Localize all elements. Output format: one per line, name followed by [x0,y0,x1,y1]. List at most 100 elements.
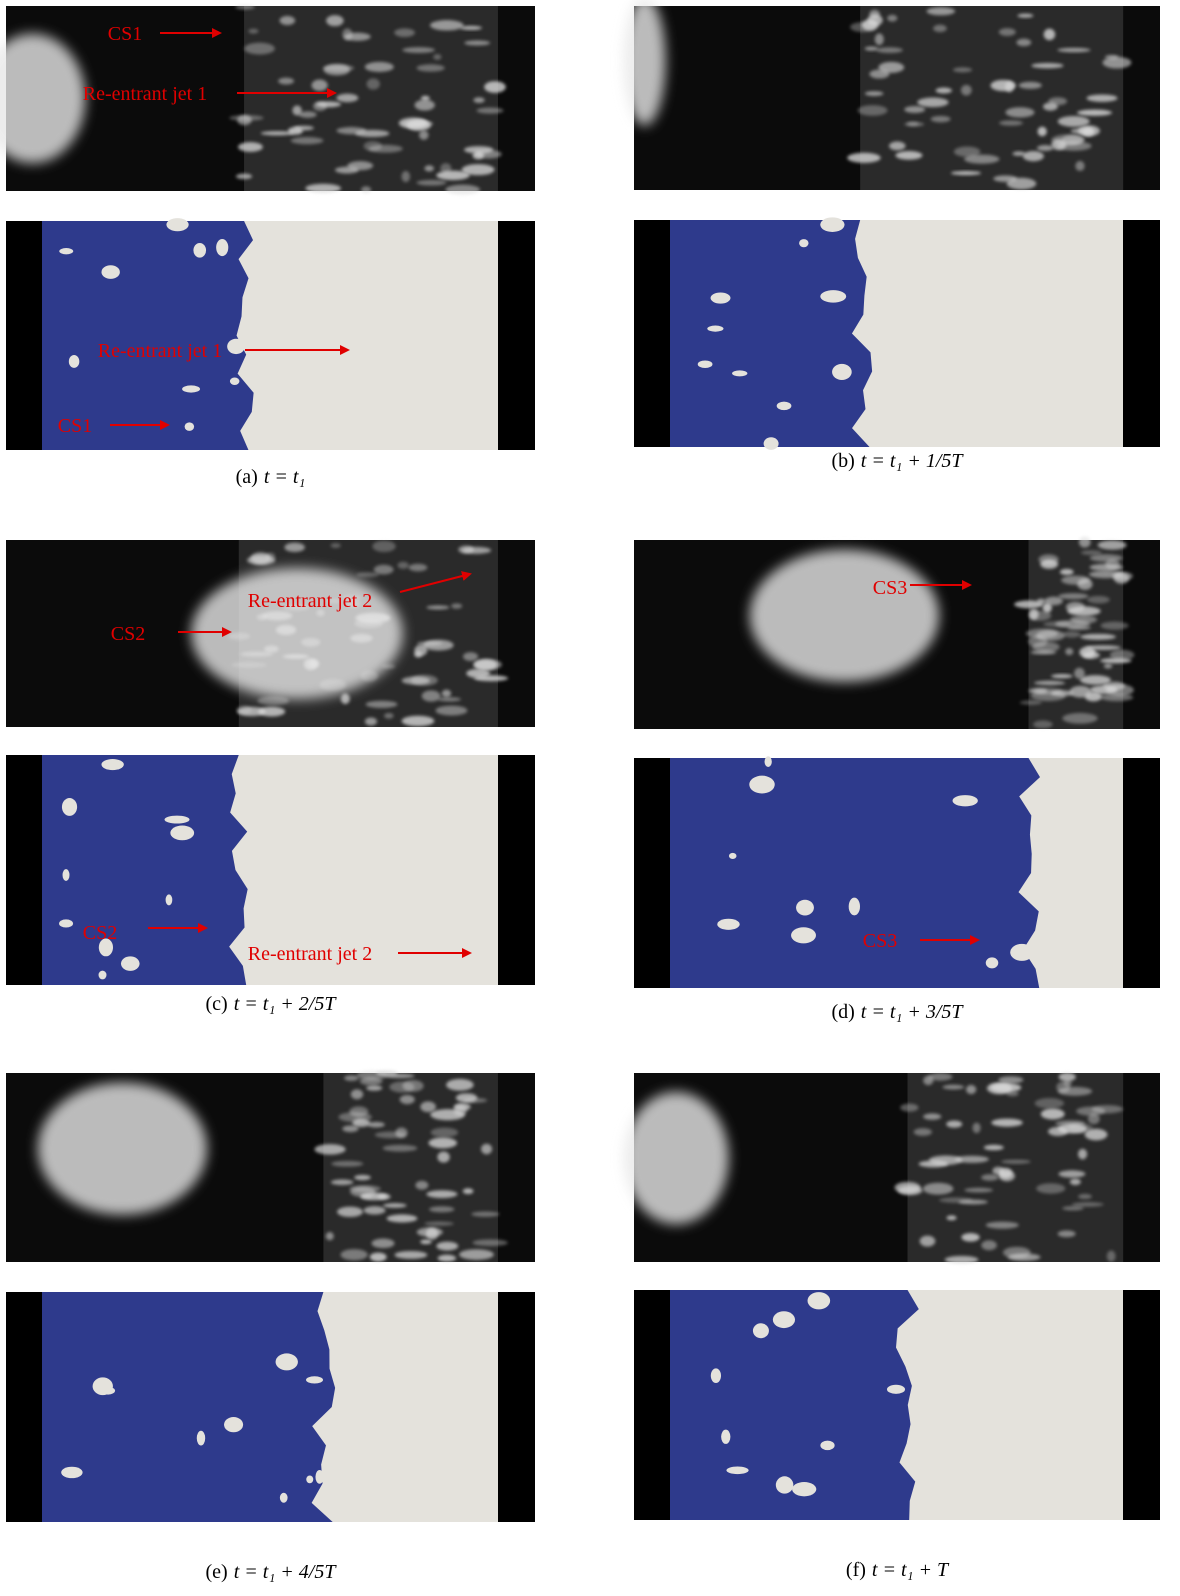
bubble-streak [363,1206,386,1215]
caption-label: (a) [236,466,258,488]
bubble-streak [850,22,876,33]
bubble-streak [965,1084,977,1095]
bubble-streak [459,1249,494,1260]
annotation: CS3 [863,930,897,952]
bubble-streak [394,28,416,38]
bubble-streak [278,77,295,85]
bubble-streak [857,105,888,116]
vapor-cloud [732,370,748,377]
vapor-cloud [717,918,740,930]
bubble-streak [991,1118,1023,1127]
bubble-streak [354,1174,371,1181]
bubble-streak [363,141,382,152]
bubble-streak [428,1137,458,1149]
bubble-streak [888,141,906,151]
bubble-streak [398,117,428,129]
bubble-streak [1001,1159,1031,1164]
bubble-streak [1080,633,1116,640]
bubble-streak [279,15,296,26]
caption-label: (c) [206,993,228,1015]
bubble-streak [365,700,398,708]
caption-expr: t = t₁ [264,466,306,488]
bubble-streak [330,1179,354,1186]
bubble-streak [1079,675,1111,685]
bubble-streak [437,1254,457,1262]
bubble-streak [313,101,327,112]
vapor-cloud [1010,943,1034,961]
bubble-streak [433,53,442,60]
bubble-streak [364,61,394,72]
bubble-streak [462,1188,474,1195]
annotation: CS1 [108,23,142,45]
caption-expr: t = t₁ + 3/5T [861,1001,965,1023]
vapor-cloud [279,1492,288,1503]
bubble-streak [421,690,441,702]
bubble-streak [1033,720,1053,729]
bubble-streak [436,1241,459,1251]
bubble-streak [349,1185,381,1193]
bubble-streak [359,1077,383,1086]
vapor-cloud [182,385,201,393]
vapor-cloud [775,1476,794,1494]
bubble-streak [1100,621,1129,630]
vapor-cloud [749,775,775,794]
bubble-streak [1056,141,1092,151]
bubble-streak [1062,1206,1084,1211]
bubble-streak [314,1144,346,1155]
bubble-streak [993,175,1018,182]
bubble-streak [401,676,431,685]
bubble-streak [383,1203,407,1208]
bubble-streak [1089,563,1123,571]
bubble-streak [1044,596,1063,606]
bubble-streak [1106,1250,1116,1262]
bubble-streak [466,668,491,679]
vapor-cloud [98,970,107,980]
bubble-streak [360,1192,388,1201]
bubble-streak [1016,38,1032,47]
vapor-cloud [61,1466,83,1479]
bubble-streak [417,641,443,646]
caption: (c) t = t₁ + 2/5T [206,993,338,1015]
bubble-streak [344,32,371,41]
vapor-cloud [807,1292,831,1310]
vapor-cloud [728,852,737,860]
bubble-streak [869,69,890,79]
bubble-streak [237,706,266,717]
bubble-streak [1030,650,1057,655]
bubble-streak [1017,13,1034,18]
annotation-arrow [399,571,472,593]
vapor-cloud [820,1440,835,1451]
bubble-streak [1036,144,1054,152]
bubble-streak [864,46,879,51]
vapor-cloud [62,869,70,881]
bubble-streak [1057,115,1090,127]
bubble-streak [367,1121,385,1128]
bubble-streak [446,1078,474,1091]
bubble-streak [366,1085,383,1091]
bubble-streak [1077,578,1093,590]
caption-label: (b) [831,450,854,472]
bubble-streak [953,146,981,157]
bubble-streak [1085,645,1121,650]
bubble-streak [1057,47,1091,53]
bubble-streak [986,1082,1012,1095]
vapor-cloud [707,325,724,332]
bubble-streak [964,154,1000,164]
bubble-streak [950,171,982,176]
bubble-streak [900,1103,919,1112]
bubble-streak [904,105,926,114]
bubble-streak [336,93,359,103]
caption: (d) t = t₁ + 3/5T [831,1001,964,1023]
vapor-cloud [166,218,189,232]
vapor-cloud [164,815,190,824]
bubble-streak [424,165,435,172]
bubble-streak [1075,160,1085,172]
bubble-streak [981,1174,999,1181]
bubble-streak [998,1076,1024,1084]
bubble-streak [476,107,504,114]
vapor-cloud [101,759,124,771]
bubble-streak [919,1235,936,1247]
bubble-streak [323,63,351,76]
bubble-streak [913,1128,933,1136]
